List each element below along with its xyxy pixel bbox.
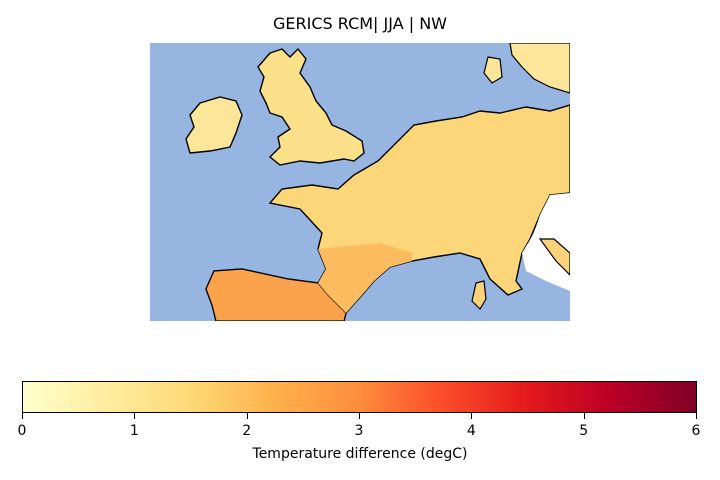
colorbar-tick-label: 4 [466, 423, 476, 439]
corsica-island [471, 280, 487, 310]
map-title: GERICS RCM| JJA | NW [273, 14, 447, 33]
great-britain-landmass [257, 47, 365, 166]
colorbar-label: Temperature difference (degC) [252, 446, 468, 462]
colorbar-tick-label: 6 [691, 423, 701, 439]
scandinavia-landmass [509, 43, 570, 94]
colorbar [22, 381, 697, 413]
colorbar-tick [22, 413, 23, 419]
ireland-landmass [185, 96, 243, 154]
colorbar-tick [471, 413, 473, 419]
colorbar-tick [583, 413, 585, 419]
colorbar-tick [246, 413, 248, 419]
temperature-map [150, 43, 570, 321]
colorbar-tick-label: 0 [17, 423, 27, 439]
southern-france-zone [318, 243, 412, 313]
colorbar-tick-label: 2 [242, 423, 252, 439]
colorbar-tick [359, 413, 360, 419]
italy-landmass [538, 238, 570, 276]
colorbar-tick-label: 1 [129, 423, 139, 439]
colorbar-tick [134, 413, 136, 419]
colorbar-tick-label: 3 [354, 423, 364, 439]
colorbar-tick [696, 413, 697, 419]
denmark-landmass [483, 56, 503, 84]
colorbar-tick-label: 5 [579, 423, 589, 439]
